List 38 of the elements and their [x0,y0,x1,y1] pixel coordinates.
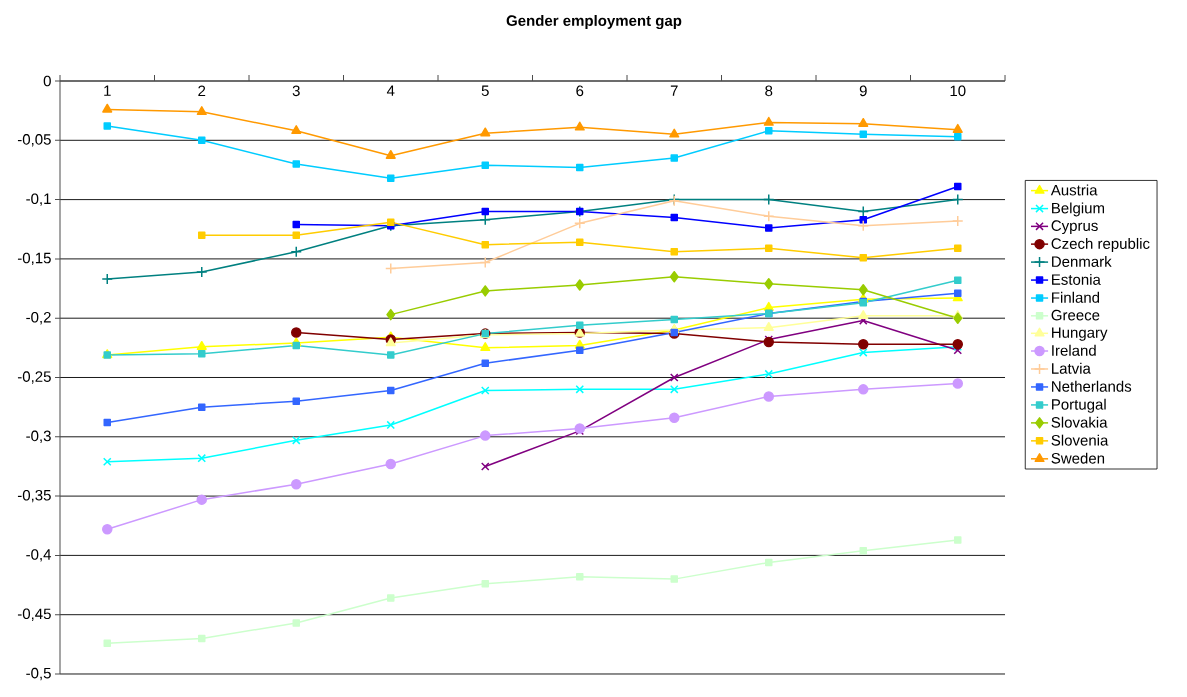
x-tick-label: 10 [950,85,966,97]
legend-label: Latvia [1052,362,1091,374]
y-tick-label: -0,25 [17,371,51,384]
legend-label: Belgium [1052,202,1105,217]
x-tick-label: 9 [859,85,867,97]
y-tick-label: -0,15 [17,252,51,266]
legend-label: Netherlands [1052,380,1132,392]
y-tick-label: -0,3 [26,430,51,443]
legend-label: Sweden [1051,452,1105,464]
legend-label: Cyprus [1051,220,1098,234]
x-tick-label: 4 [386,85,395,96]
x-tick-label: 7 [670,85,678,96]
x-tick-label: 5 [481,85,489,96]
y-tick-label: 0 [43,75,51,87]
y-tick-label: -0,35 [17,489,51,503]
x-tick-label: 3 [292,85,300,97]
chart-title: Gender employment gap [506,14,682,30]
legend-label: Slovenia [1051,434,1109,446]
legend-label: Hungary [1052,327,1108,341]
legend-label: Czech republic [1051,237,1150,252]
legend-label: Ireland [1052,344,1096,356]
legend-label: Austria [1050,184,1098,196]
x-tick-label: 1 [104,85,111,96]
legend-label: Portugal [1052,398,1106,413]
y-tick-label: -0,45 [17,608,51,621]
legend-label: Greece [1051,309,1100,321]
y-tick-label: -0,2 [26,312,51,325]
legend-label: Estonia [1052,273,1101,285]
x-tick-label: 2 [198,85,206,97]
legend-label: Denmark [1052,255,1112,267]
x-tick-label: 6 [576,85,584,97]
y-tick-label: -0,4 [26,549,52,562]
legend-label: Finland [1052,291,1100,303]
y-tick-label: -0,1 [26,193,51,206]
legend-label: Slovakia [1051,416,1108,428]
y-tick-label: -0,05 [17,134,51,147]
y-tick-label: -0,5 [26,667,51,681]
x-tick-label: 8 [765,85,773,97]
